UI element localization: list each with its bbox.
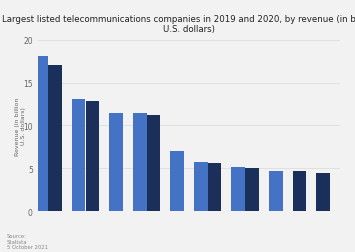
Bar (133, 114, 147, 211)
Bar (293, 171, 306, 211)
Bar (147, 116, 160, 211)
Bar (231, 167, 245, 211)
Title: Largest listed telecommunications companies in 2019 and 2020, by revenue (in bil: Largest listed telecommunications compan… (2, 15, 355, 34)
Bar (86, 102, 99, 211)
Bar (245, 169, 259, 211)
Bar (48, 65, 62, 211)
Bar (34, 57, 48, 211)
Text: Source:
Statista
5 October 2021: Source: Statista 5 October 2021 (7, 233, 48, 249)
Y-axis label: Revenue (in billion
U.S. dollars): Revenue (in billion U.S. dollars) (15, 97, 26, 155)
Bar (170, 152, 184, 211)
Bar (109, 114, 123, 211)
Bar (72, 100, 86, 211)
Bar (316, 173, 330, 211)
Bar (208, 164, 222, 211)
Bar (194, 162, 208, 211)
Bar (269, 171, 283, 211)
